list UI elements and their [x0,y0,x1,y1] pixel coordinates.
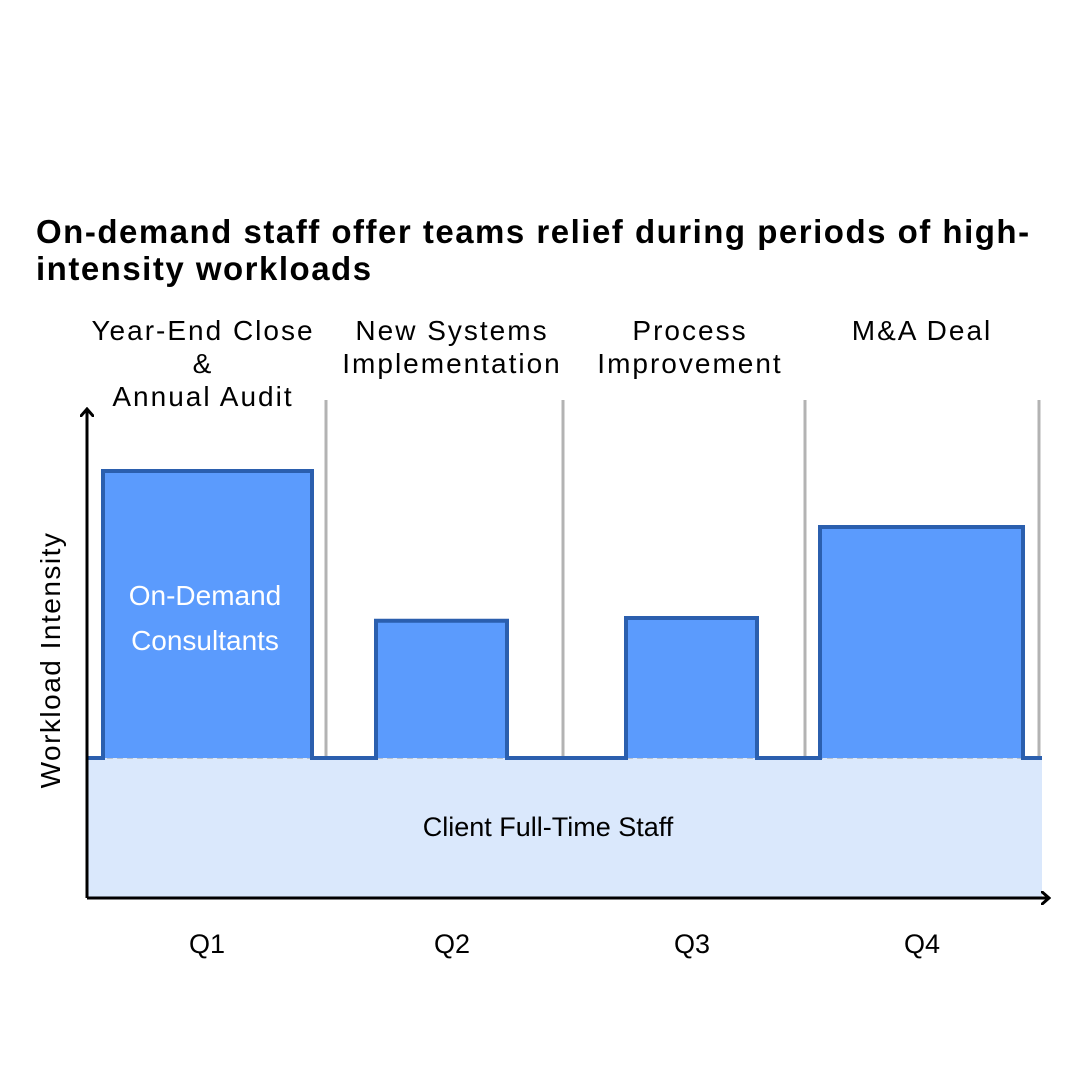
consultants-label-line: On-Demand [129,580,282,611]
title-line: On-demand staff offer teams relief durin… [36,213,1031,250]
consultants-label-line: Consultants [131,625,279,656]
phase-label: & [193,348,214,379]
client-staff-area [87,758,1042,898]
consultants-label: On-Demand Consultants [129,580,282,656]
phase-label: Annual Audit [112,381,293,412]
axes [87,410,1048,898]
title-line: intensity workloads [36,250,373,287]
x-tick-label: Q3 [674,929,710,959]
phase-label: Process [632,315,747,346]
quarter-dividers [324,400,1041,758]
y-axis-label: Workload Intensity [35,532,66,789]
x-tick-label: Q4 [904,929,940,959]
phase-label: Year-End Close [91,315,314,346]
workload-outline [87,469,1042,760]
phase-label: Implementation [342,348,561,379]
chart-title: On-demand staff offer teams relief durin… [36,213,1031,287]
phase-label: M&A Deal [852,315,993,346]
phase-label: New Systems [355,315,548,346]
client-staff-label: Client Full-Time Staff [423,812,674,842]
x-tick-labels: Q1 Q2 Q3 Q4 [189,929,940,959]
x-tick-label: Q2 [434,929,470,959]
phase-label: Improvement [597,348,782,379]
x-tick-label: Q1 [189,929,225,959]
